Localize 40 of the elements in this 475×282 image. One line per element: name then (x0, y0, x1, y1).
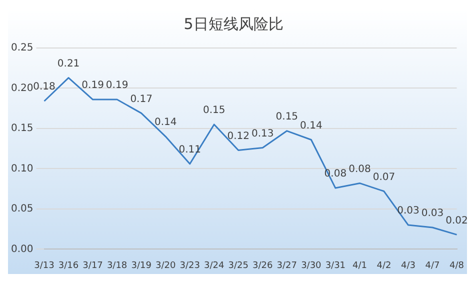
x-tick-label: 3/24 (204, 260, 224, 271)
data-label: 0.07 (372, 172, 396, 183)
y-tick-label: 0.10 (11, 163, 34, 174)
data-label: 0.03 (421, 208, 444, 220)
x-tick-label: 4/2 (376, 260, 392, 271)
data-label: 0.12 (227, 130, 250, 142)
x-tick-label: 3/16 (58, 260, 79, 271)
x-tick-label: 4/1 (352, 260, 367, 271)
x-tick-label: 3/20 (155, 260, 176, 271)
x-tick-label: 4/7 (425, 260, 440, 271)
data-label: 0.14 (154, 117, 177, 128)
x-tick-label: 3/26 (252, 260, 274, 271)
data-label: 0.14 (300, 120, 322, 132)
y-tick-label: 0.20 (11, 82, 34, 94)
data-label: 0.18 (33, 82, 56, 93)
x-tick-label: 3/13 (34, 260, 54, 271)
x-tick-label: 3/25 (228, 260, 248, 271)
data-label: 0.17 (130, 94, 152, 105)
chart-title: 5日短线风险比 (184, 14, 284, 33)
data-label: 0.19 (106, 80, 128, 92)
data-label: 0.08 (348, 164, 371, 175)
y-tick-label: 0.00 (11, 244, 34, 255)
data-label: 0.15 (276, 111, 298, 122)
x-tick-label: 3/17 (82, 260, 103, 271)
data-label: 0.19 (82, 80, 104, 92)
y-tick-label: 0.15 (11, 123, 34, 134)
data-label: 0.13 (252, 128, 274, 140)
x-tick-label: 3/31 (325, 260, 346, 271)
x-tick-label: 3/18 (106, 260, 128, 271)
x-tick-label: 3/30 (301, 260, 322, 271)
x-tick-label: 3/23 (180, 260, 200, 271)
x-tick-label: 4/8 (450, 260, 464, 271)
x-tick-label: 4/3 (400, 260, 416, 271)
data-label: 0.21 (57, 58, 80, 70)
x-tick-label: 3/27 (276, 260, 298, 271)
y-tick-label: 0.05 (11, 204, 34, 215)
x-tick-label: 3/19 (131, 260, 152, 271)
data-label: 0.02 (446, 215, 468, 226)
data-label: 0.15 (202, 105, 226, 116)
y-tick-label: 0.25 (11, 42, 34, 54)
